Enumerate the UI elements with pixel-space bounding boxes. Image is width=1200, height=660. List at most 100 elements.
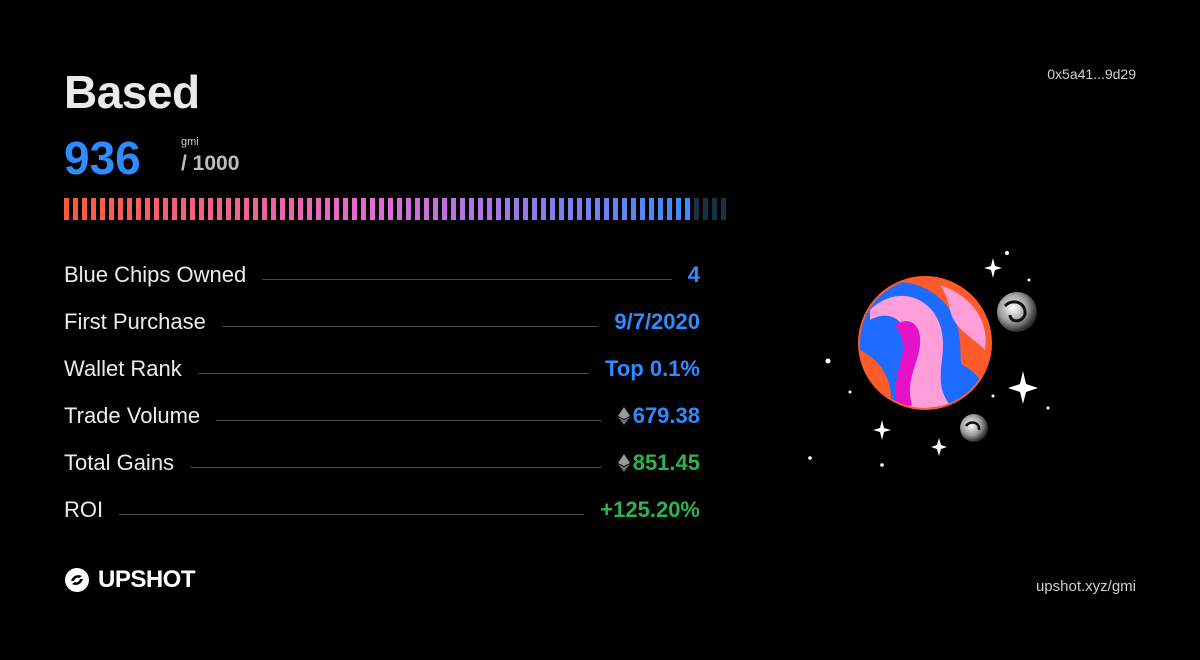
score-max: / 1000 xyxy=(181,152,240,175)
progress-segment xyxy=(595,198,600,220)
stat-leader-line xyxy=(197,373,590,374)
progress-segment xyxy=(721,198,726,220)
stat-label: Trade Volume xyxy=(64,402,201,428)
progress-segment xyxy=(577,198,582,220)
progress-segment xyxy=(667,198,672,220)
stat-row-2: Wallet Rank Top 0.1% xyxy=(64,345,700,392)
progress-segment xyxy=(622,198,627,220)
stat-row-1: First Purchase 9/7/2020 xyxy=(64,298,700,345)
brand-logo: UPSHOT xyxy=(64,566,196,594)
ethereum-icon xyxy=(617,406,630,425)
progress-segment xyxy=(172,198,177,220)
progress-segment xyxy=(244,198,249,220)
progress-segment xyxy=(658,198,663,220)
progress-segment xyxy=(217,198,222,220)
progress-segment xyxy=(109,198,114,220)
stat-value-text: 851.45 xyxy=(632,449,700,475)
stat-leader-line xyxy=(221,326,599,327)
progress-segment xyxy=(631,198,636,220)
progress-segment xyxy=(253,198,258,220)
progress-segment xyxy=(550,198,555,220)
wallet-address: 0x5a41...9d29 xyxy=(1047,66,1136,82)
progress-segment xyxy=(388,198,393,220)
progress-segment xyxy=(649,198,654,220)
progress-segment xyxy=(235,198,240,220)
stat-label: ROI xyxy=(64,496,104,522)
stat-value: 851.45 xyxy=(617,449,700,476)
stat-value-text: 9/7/2020 xyxy=(614,308,700,334)
site-url: upshot.xyz/gmi xyxy=(1035,578,1136,595)
progress-segment xyxy=(289,198,294,220)
ethereum-icon xyxy=(617,453,630,472)
progress-segment xyxy=(307,198,312,220)
progress-segment xyxy=(442,198,447,220)
progress-segment xyxy=(352,198,357,220)
progress-segment xyxy=(487,198,492,220)
progress-segment xyxy=(406,198,411,220)
progress-segment xyxy=(415,198,420,220)
progress-segment xyxy=(676,198,681,220)
score-unit: gmi xyxy=(181,136,199,148)
progress-segment xyxy=(469,198,474,220)
stat-value: Top 0.1% xyxy=(605,356,700,382)
progress-segment xyxy=(379,198,384,220)
progress-segment xyxy=(559,198,564,220)
stat-value-text: 679.38 xyxy=(632,402,700,428)
progress-segment xyxy=(397,198,402,220)
score-value: 936 xyxy=(64,132,141,184)
progress-segment xyxy=(496,198,501,220)
progress-segment xyxy=(334,198,339,220)
stat-value-text: 4 xyxy=(687,261,700,287)
stat-label: Blue Chips Owned xyxy=(64,261,247,287)
progress-segment xyxy=(73,198,78,220)
progress-segment xyxy=(532,198,537,220)
brand-name: UPSHOT xyxy=(98,566,196,593)
stat-row-5: ROI +125.20% xyxy=(64,486,700,533)
progress-segment xyxy=(712,198,717,220)
progress-segment xyxy=(523,198,528,220)
stat-label: First Purchase xyxy=(64,308,206,334)
progress-segment xyxy=(82,198,87,220)
progress-segment xyxy=(586,198,591,220)
progress-segment xyxy=(100,198,105,220)
stat-leader-line xyxy=(119,514,585,515)
stat-row-0: Blue Chips Owned 4 xyxy=(64,251,700,298)
progress-segment xyxy=(118,198,123,220)
progress-segment xyxy=(163,198,168,220)
progress-segment xyxy=(424,198,429,220)
progress-segment xyxy=(694,198,699,220)
progress-segment xyxy=(154,198,159,220)
progress-segment xyxy=(325,198,330,220)
progress-segment xyxy=(181,198,186,220)
progress-segment xyxy=(451,198,456,220)
stat-value: 4 xyxy=(688,262,700,288)
progress-segment xyxy=(478,198,483,220)
progress-segment xyxy=(613,198,618,220)
planet-illustration xyxy=(808,251,1050,467)
progress-segment xyxy=(505,198,510,220)
progress-segment xyxy=(685,198,690,220)
progress-segment xyxy=(298,198,303,220)
stats-list: Blue Chips Owned 4 First Purchase 9/7/20… xyxy=(64,251,700,533)
progress-segment xyxy=(127,198,132,220)
stat-leader-line xyxy=(262,279,672,280)
stat-value: 9/7/2020 xyxy=(614,309,700,335)
stat-row-3: Trade Volume 679.38 xyxy=(64,392,700,439)
stat-value-text: Top 0.1% xyxy=(605,355,700,381)
stat-label: Wallet Rank xyxy=(64,355,182,381)
stat-leader-line xyxy=(190,467,602,468)
progress-segment xyxy=(91,198,96,220)
stat-value: +125.20% xyxy=(600,497,700,523)
progress-segment xyxy=(568,198,573,220)
progress-segment xyxy=(343,198,348,220)
progress-segment xyxy=(370,198,375,220)
score-progress-bar xyxy=(64,198,730,220)
progress-segment xyxy=(604,198,609,220)
progress-segment xyxy=(703,198,708,220)
progress-segment xyxy=(190,198,195,220)
progress-segment xyxy=(433,198,438,220)
progress-segment xyxy=(316,198,321,220)
progress-segment xyxy=(199,198,204,220)
stat-value: 679.38 xyxy=(617,402,700,429)
